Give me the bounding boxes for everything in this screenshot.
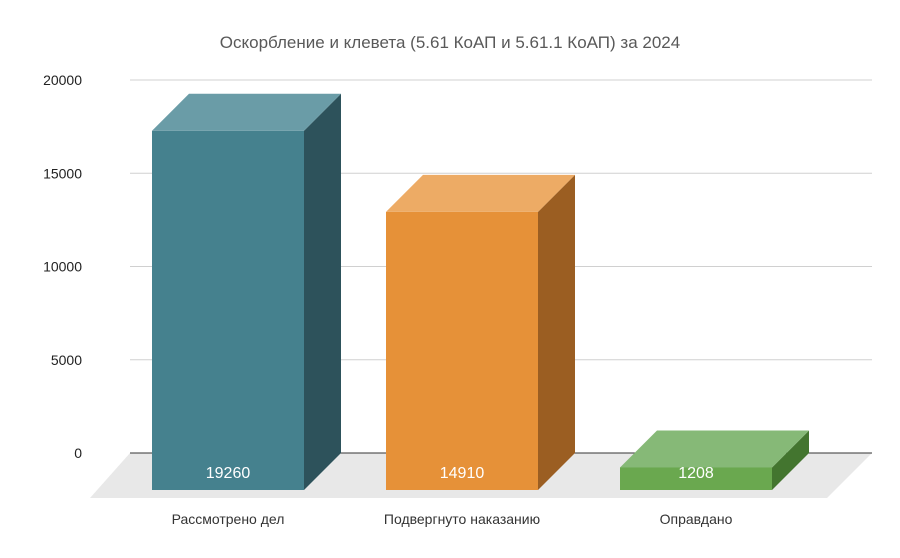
y-tick-label: 20000: [43, 72, 82, 88]
bar-side-face: [772, 430, 809, 490]
category-label: Оправдано: [660, 511, 733, 527]
category-label: Подвергнуто наказанию: [384, 511, 540, 527]
bar-top-face: [386, 174, 575, 212]
bar-front-face: [386, 211, 538, 490]
y-tick-label: 0: [74, 445, 82, 461]
bar-top-face: [620, 430, 809, 468]
bar-side-face: [304, 93, 341, 491]
chart-title: Оскорбление и клевета (5.61 КоАП и 5.61.…: [220, 33, 680, 52]
bar-side-face: [538, 174, 575, 490]
data-label: 19260: [206, 465, 251, 482]
data-label: 1208: [678, 465, 714, 482]
bar-front-face: [152, 130, 304, 490]
category-label: Рассмотрено дел: [172, 511, 285, 527]
y-tick-label: 10000: [43, 259, 82, 275]
bar-front-face: [620, 467, 772, 490]
bar: 19260: [152, 93, 341, 491]
bar: 1208: [620, 430, 809, 490]
y-tick-label: 15000: [43, 165, 82, 181]
y-tick-label: 5000: [51, 352, 82, 368]
bar-top-face: [152, 93, 341, 131]
data-label: 14910: [440, 465, 485, 482]
bar: 14910: [386, 174, 575, 490]
